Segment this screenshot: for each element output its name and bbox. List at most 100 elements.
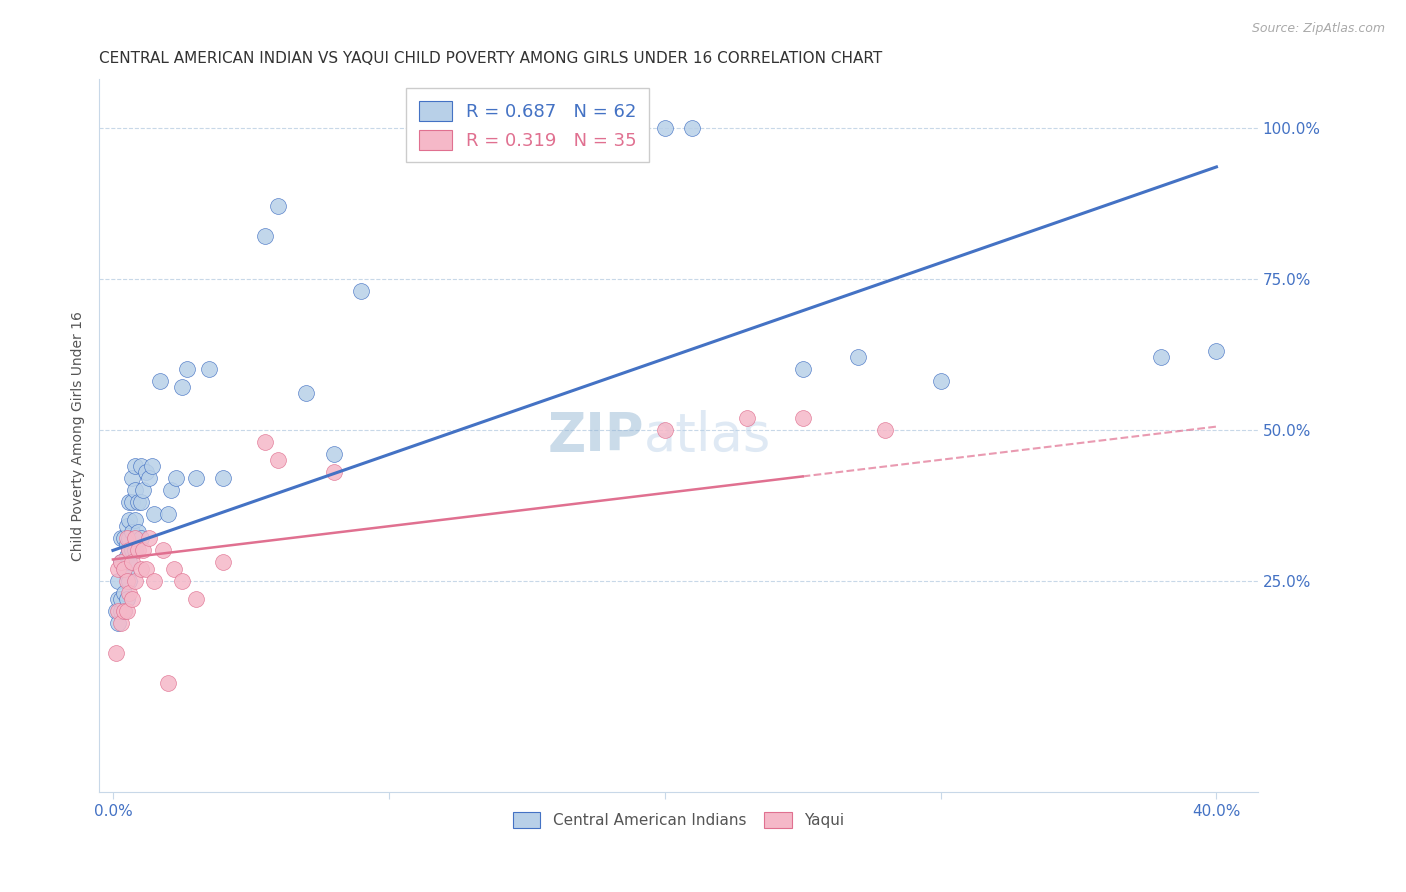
Point (115, 519, 138, 533)
Point (112, 604, 135, 618)
Point (118, 556, 141, 570)
Point (121, 525, 143, 540)
Point (107, 561, 129, 575)
Point (104, 604, 127, 618)
Point (118, 531, 141, 545)
Point (112, 561, 135, 575)
Point (107, 615, 129, 630)
Point (157, 676, 180, 690)
Point (253, 434, 276, 449)
Point (112, 561, 135, 575)
Point (107, 591, 129, 606)
Text: CENTRAL AMERICAN INDIAN VS YAQUI CHILD POVERTY AMONG GIRLS UNDER 16 CORRELATION : CENTRAL AMERICAN INDIAN VS YAQUI CHILD P… (100, 51, 883, 66)
Point (129, 531, 152, 545)
Legend: Central American Indians, Yaqui: Central American Indians, Yaqui (506, 806, 851, 834)
Point (132, 543, 155, 558)
Point (121, 543, 143, 558)
Point (115, 591, 138, 606)
Point (124, 531, 146, 545)
Point (135, 465, 157, 479)
Point (112, 531, 135, 545)
Point (792, 362, 814, 376)
Point (929, 374, 952, 388)
Point (170, 380, 193, 394)
Point (115, 567, 138, 582)
Point (350, 284, 373, 298)
Text: ZIP: ZIP (547, 409, 644, 462)
Point (124, 458, 146, 473)
Point (681, 120, 703, 135)
Point (110, 556, 132, 570)
Point (132, 483, 155, 497)
Point (124, 483, 146, 497)
Point (115, 604, 138, 618)
Point (121, 471, 143, 485)
Point (152, 543, 174, 558)
Point (184, 471, 207, 485)
Point (1205, 344, 1227, 359)
Point (118, 585, 141, 599)
Point (129, 458, 152, 473)
Point (118, 543, 141, 558)
Point (110, 556, 132, 570)
Point (121, 556, 143, 570)
Point (107, 604, 129, 618)
Point (162, 561, 184, 575)
Point (129, 561, 152, 575)
Point (792, 410, 814, 425)
Point (212, 471, 235, 485)
Point (253, 229, 276, 244)
Point (149, 374, 172, 388)
Point (212, 556, 235, 570)
Point (176, 362, 198, 376)
Point (184, 591, 207, 606)
Point (118, 513, 141, 527)
Point (124, 513, 146, 527)
Point (110, 591, 132, 606)
Point (112, 604, 135, 618)
Point (322, 465, 344, 479)
Point (654, 120, 676, 135)
Point (110, 604, 132, 618)
Point (115, 574, 138, 588)
Point (143, 507, 166, 521)
Point (141, 458, 163, 473)
Point (138, 531, 160, 545)
Point (198, 362, 221, 376)
Point (322, 447, 344, 461)
Point (107, 574, 129, 588)
Text: Source: ZipAtlas.com: Source: ZipAtlas.com (1251, 22, 1385, 36)
Point (143, 574, 166, 588)
Point (115, 537, 138, 551)
Point (104, 646, 127, 660)
Point (118, 543, 141, 558)
Point (160, 483, 183, 497)
Point (267, 199, 290, 213)
Point (157, 507, 180, 521)
Point (135, 561, 157, 575)
Point (115, 531, 138, 545)
Point (115, 549, 138, 564)
Point (165, 471, 187, 485)
Point (170, 574, 193, 588)
Point (267, 452, 290, 467)
Point (295, 386, 318, 401)
Point (127, 495, 149, 509)
Point (127, 525, 149, 540)
Point (654, 423, 676, 437)
Point (875, 423, 897, 437)
Point (110, 615, 132, 630)
Point (118, 574, 141, 588)
Point (110, 531, 132, 545)
Point (124, 574, 146, 588)
Point (846, 350, 869, 364)
Point (129, 495, 152, 509)
Point (1150, 350, 1173, 364)
Point (121, 495, 143, 509)
Point (118, 495, 141, 509)
Text: atlas: atlas (644, 409, 770, 462)
Point (138, 471, 160, 485)
Y-axis label: Child Poverty Among Girls Under 16: Child Poverty Among Girls Under 16 (72, 310, 86, 560)
Point (127, 543, 149, 558)
Point (112, 585, 135, 599)
